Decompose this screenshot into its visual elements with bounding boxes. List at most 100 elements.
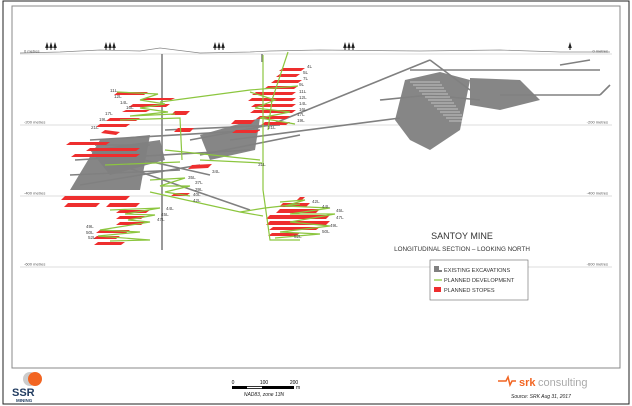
level-label: 17L [105, 111, 113, 116]
scale-tick-100: 100 [260, 380, 269, 386]
existing-drift [559, 59, 591, 66]
stope [271, 80, 302, 83]
level-label: 9L [299, 82, 305, 87]
existing-excavation-block [395, 72, 470, 150]
development-drift [274, 199, 336, 239]
level-label: 21L [91, 125, 99, 130]
development-drift [104, 161, 181, 166]
tree-icon [351, 42, 355, 50]
diagram-title: SANTOY MINE [431, 231, 493, 241]
level-label: 31L [258, 162, 266, 167]
level-label: 12L [114, 94, 122, 99]
existing-drift [229, 117, 401, 141]
tree-icon [568, 42, 572, 50]
level-label: 47L [157, 217, 165, 222]
svg-text:SSR: SSR [12, 387, 35, 399]
existing-excavation-block [470, 78, 540, 110]
development-drift [97, 207, 161, 242]
stope [64, 203, 100, 207]
stope [86, 148, 140, 151]
tree-icon [112, 42, 116, 50]
svg-text:MINING: MINING [16, 398, 33, 403]
level-label: 37L [195, 180, 203, 185]
scale-tick-0: 0 [232, 380, 235, 386]
legend-label-stopes: PLANNED STOPES [444, 288, 495, 294]
stope [279, 68, 305, 71]
stope [232, 130, 260, 133]
level-label: 50L [86, 230, 94, 235]
level-label: 42L [312, 199, 320, 204]
stope [171, 111, 190, 115]
depth-label-right: -600 metres [587, 262, 608, 267]
development-drift [199, 159, 263, 164]
depth-label-right: -400 metres [587, 191, 608, 196]
level-label: 45L [336, 208, 344, 213]
tree-icon [53, 42, 57, 50]
legend: EXISTING EXCAVATIONS PLANNED DEVELOPMENT… [429, 259, 529, 301]
development-drift [119, 117, 183, 161]
srk-consulting-logo: srk consulting [498, 374, 588, 389]
depth-label-right: 0 metres [592, 49, 608, 54]
development-drift [149, 191, 301, 213]
level-label: 14L [120, 100, 128, 105]
tree-icon [221, 42, 225, 50]
stope [276, 209, 320, 213]
stope [188, 164, 212, 169]
legend-label-development: PLANNED DEVELOPMENT [444, 278, 515, 284]
diagram-subtitle: LONGITUDINAL SECTION – LOOKING NORTH [394, 246, 530, 253]
level-label: 11L [299, 89, 307, 94]
level-label: 17L [297, 112, 305, 117]
projection-label: NAD83, zone 13N [244, 392, 285, 398]
level-label: 47L [336, 215, 344, 220]
development-drift [262, 55, 300, 241]
stope [61, 196, 130, 200]
scale-bar: 0 100 200 m NAD83, zone 13N [232, 380, 301, 398]
scale-tick-200: 200 [290, 380, 299, 386]
development-drift [116, 91, 176, 117]
level-label: 19L [99, 117, 107, 122]
level-label: 5L [303, 70, 309, 75]
depth-label-left: -600 metres [24, 262, 45, 267]
existing-drift [269, 59, 431, 126]
stope [268, 233, 300, 236]
level-label: 39L [195, 187, 203, 192]
level-label: 16L [126, 105, 134, 110]
ssr-mining-logo: SSR MINING [12, 372, 42, 403]
stope [106, 203, 140, 207]
level-label: 52L [88, 235, 96, 240]
level-label: 16L [299, 107, 307, 112]
tree-icon [108, 42, 112, 50]
stope [141, 98, 175, 100]
tree-icon [347, 42, 351, 50]
depth-label-left: 0 metres [24, 49, 40, 54]
stope [96, 124, 130, 127]
depth-label-left: -200 metres [24, 120, 45, 125]
legend-box [429, 259, 529, 301]
tree-icon [49, 42, 53, 50]
legend-swatch-stopes [434, 287, 441, 292]
stope [231, 120, 255, 124]
level-label: 34L [212, 169, 220, 174]
level-label: 45L [161, 212, 169, 217]
source-note: Source: SRK Aug 31, 2017 [511, 394, 571, 400]
tree-icon [217, 42, 221, 50]
level-label: 12L [299, 95, 307, 100]
level-label: 44L [166, 206, 174, 211]
tree-icon [45, 42, 49, 50]
level-label: 49L [86, 224, 94, 229]
level-label: 42L [193, 198, 201, 203]
level-label: 35L [188, 175, 196, 180]
legend-swatch-existing [434, 266, 442, 272]
stope [94, 242, 125, 245]
level-label: 50L [322, 229, 330, 234]
stope [71, 154, 140, 157]
tree-icon [104, 42, 108, 50]
level-label: 14L [299, 101, 307, 106]
tree-icon [213, 42, 217, 50]
stope [101, 130, 120, 135]
level-label: 11L [110, 88, 118, 93]
development-drift [159, 85, 299, 103]
depth-label-left: -400 metres [24, 191, 45, 196]
